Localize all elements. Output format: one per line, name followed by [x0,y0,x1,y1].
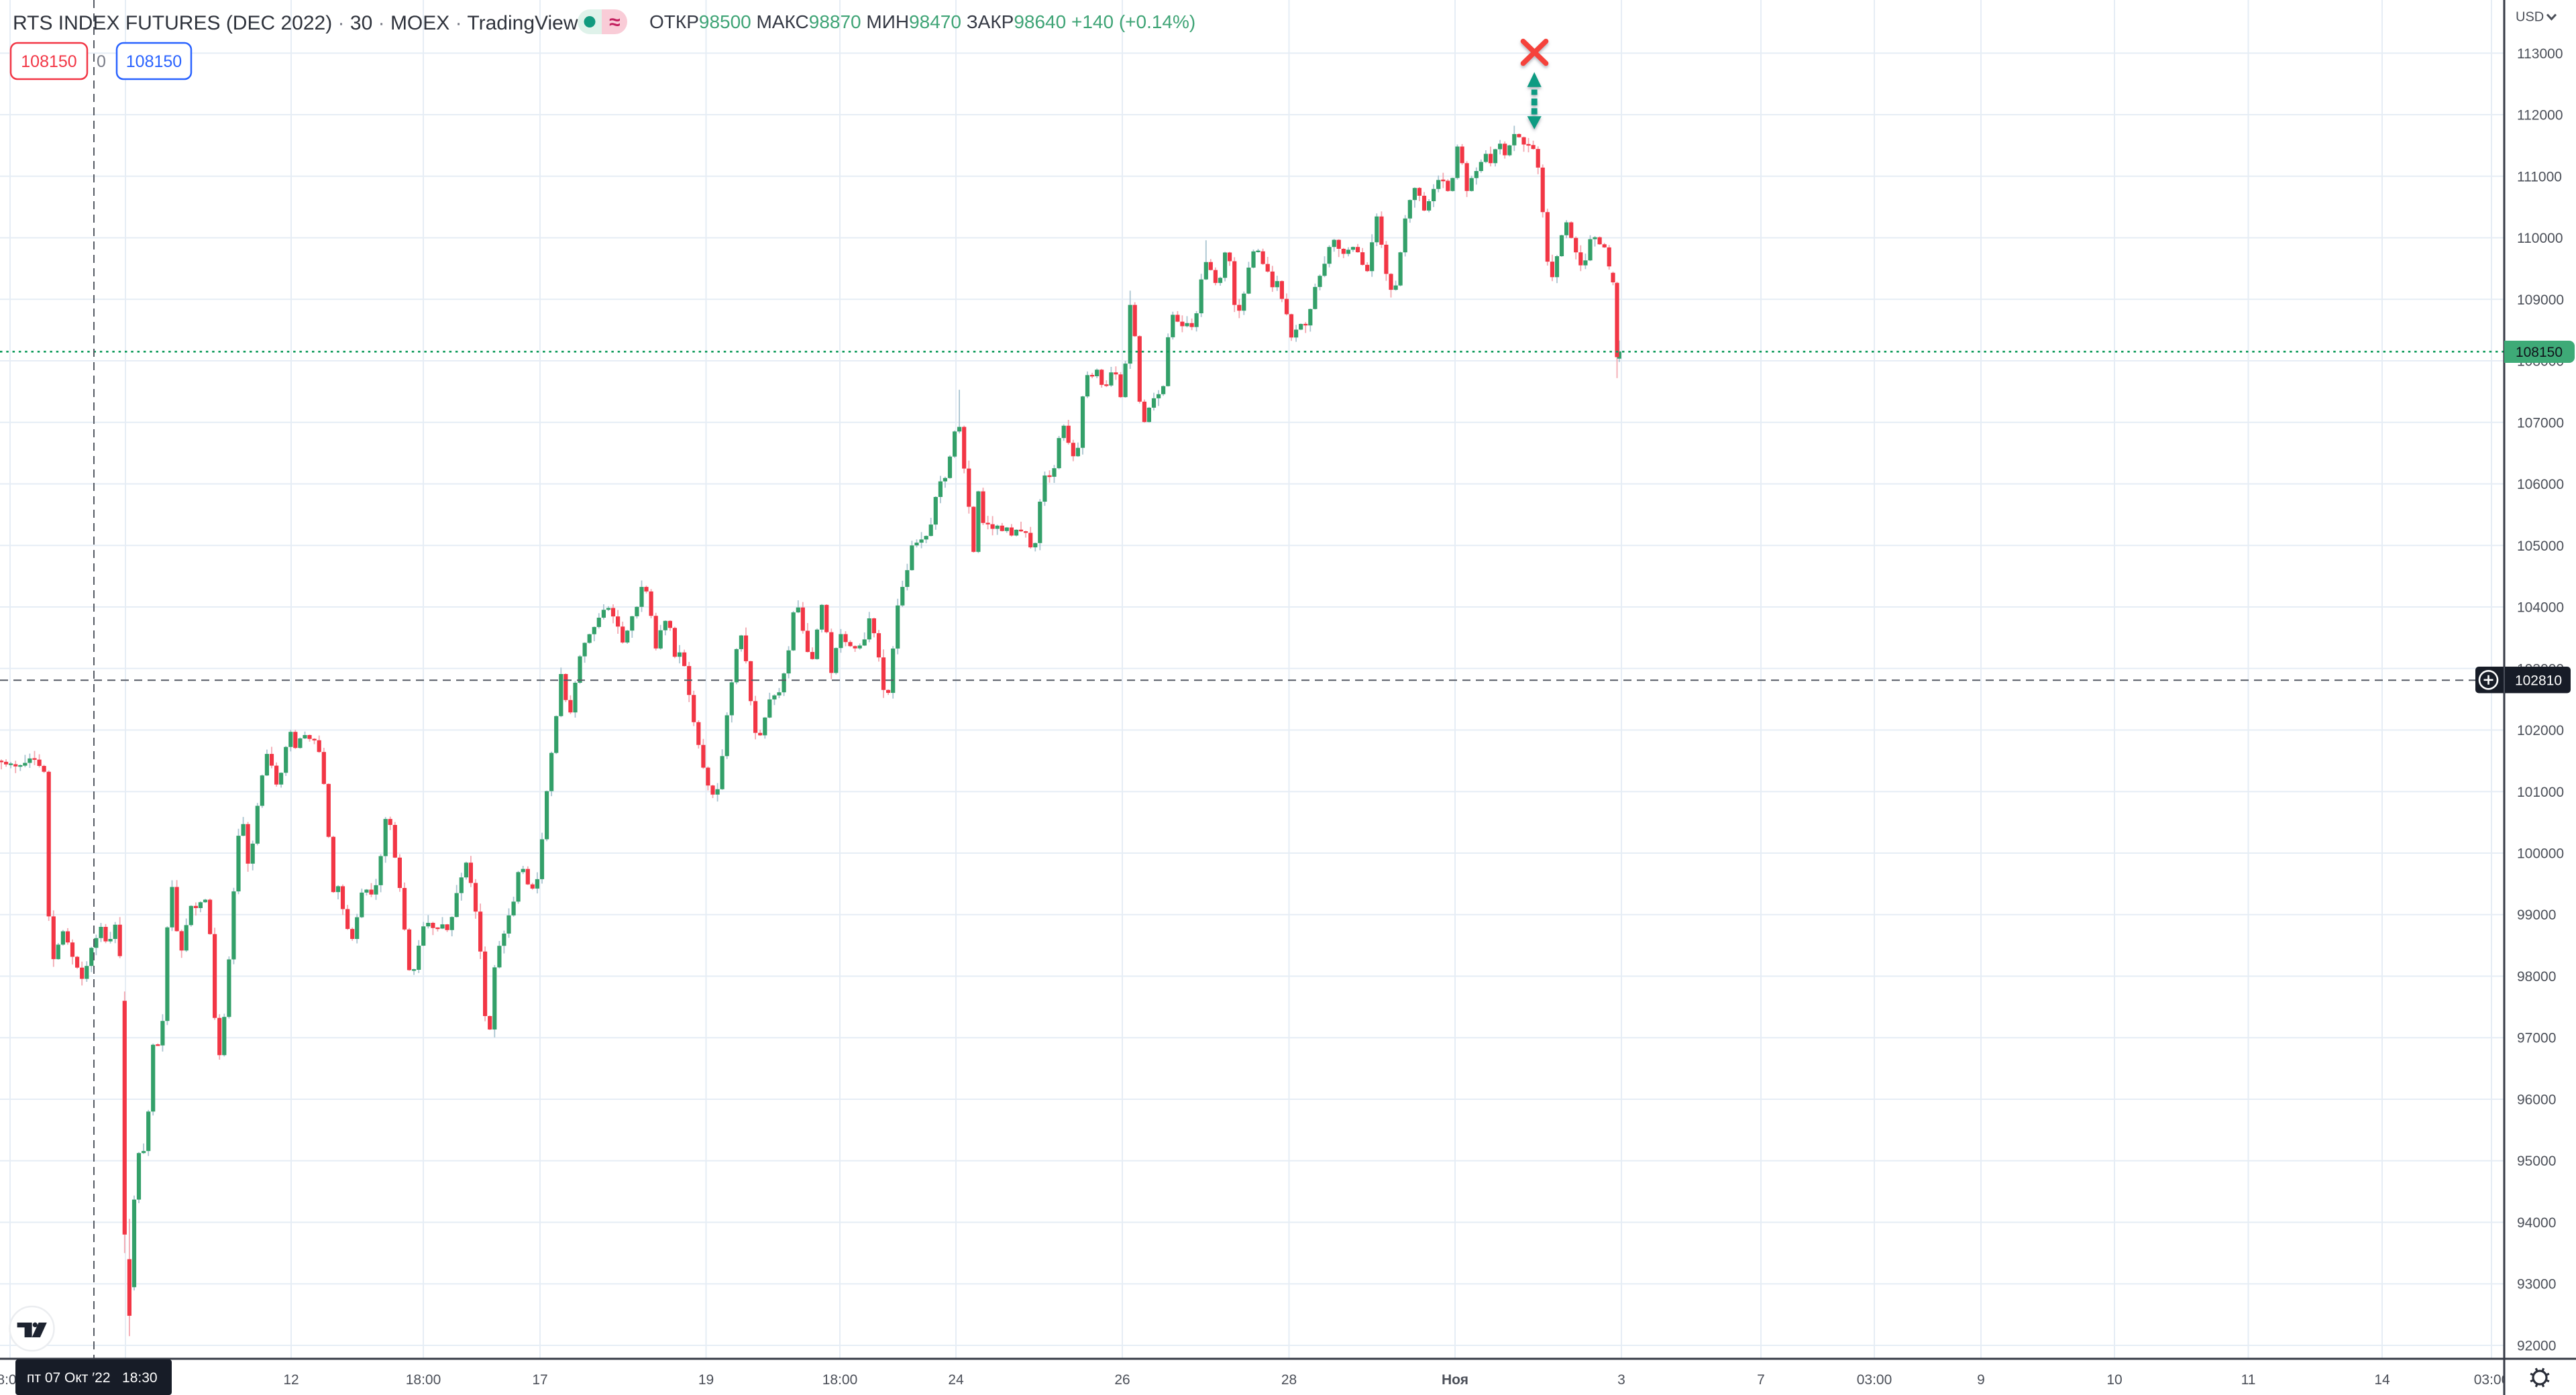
svg-text:92000: 92000 [2517,1339,2556,1354]
svg-text:94000: 94000 [2517,1215,2556,1231]
svg-text:7: 7 [1757,1372,1765,1388]
svg-text:101000: 101000 [2517,785,2564,800]
svg-text:17: 17 [532,1372,547,1388]
svg-text:пт 07 Окт ′22 18:30: пт 07 Окт ′22 18:30 [27,1370,158,1386]
svg-text:102000: 102000 [2517,723,2564,738]
svg-text:18:00: 18:00 [406,1372,441,1388]
svg-text:03:00: 03:00 [2474,1372,2510,1388]
svg-text:108150: 108150 [126,52,182,71]
svg-text:Ноя: Ноя [1442,1372,1468,1388]
svg-text:18:00: 18:00 [822,1372,858,1388]
svg-text:100000: 100000 [2517,846,2564,862]
svg-text:99000: 99000 [2517,907,2556,923]
svg-text:03:00: 03:00 [1857,1372,1892,1388]
svg-text:108150: 108150 [2516,345,2563,360]
svg-text:104000: 104000 [2517,600,2564,616]
svg-text:95000: 95000 [2517,1154,2556,1169]
svg-text:96000: 96000 [2517,1093,2556,1108]
svg-text:113000: 113000 [2517,46,2563,62]
svg-text:USD: USD [2516,10,2544,25]
svg-text:110000: 110000 [2517,231,2563,246]
svg-text:28: 28 [1281,1372,1297,1388]
svg-text:107000: 107000 [2517,415,2564,431]
svg-text:≈: ≈ [609,11,620,34]
svg-text:3: 3 [1617,1372,1625,1388]
svg-text:105000: 105000 [2517,539,2564,554]
svg-text:11: 11 [2241,1372,2256,1388]
svg-text:ОТКР98500 МАКС98870 МИН98470 З: ОТКР98500 МАКС98870 МИН98470 ЗАКР98640 +… [649,11,1195,32]
svg-text:111000: 111000 [2517,169,2562,184]
svg-text:14: 14 [2374,1372,2390,1388]
svg-text:98000: 98000 [2517,969,2556,985]
svg-text:106000: 106000 [2517,477,2564,492]
svg-text:112000: 112000 [2517,108,2563,123]
svg-text:102810: 102810 [2515,673,2562,689]
svg-text:10: 10 [2106,1372,2122,1388]
svg-text:93000: 93000 [2517,1277,2556,1292]
svg-text:9: 9 [1977,1372,1985,1388]
svg-text:RTS INDEX FUTURES (DEC 2022) ·: RTS INDEX FUTURES (DEC 2022) · 30 · MOEX… [13,12,578,34]
svg-text:26: 26 [1114,1372,1130,1388]
svg-text:19: 19 [698,1372,714,1388]
svg-text:108150: 108150 [21,52,76,71]
svg-text:12: 12 [283,1372,299,1388]
svg-text:0: 0 [97,52,106,71]
svg-text:97000: 97000 [2517,1031,2556,1046]
svg-text:24: 24 [948,1372,964,1388]
svg-text:109000: 109000 [2517,292,2564,308]
